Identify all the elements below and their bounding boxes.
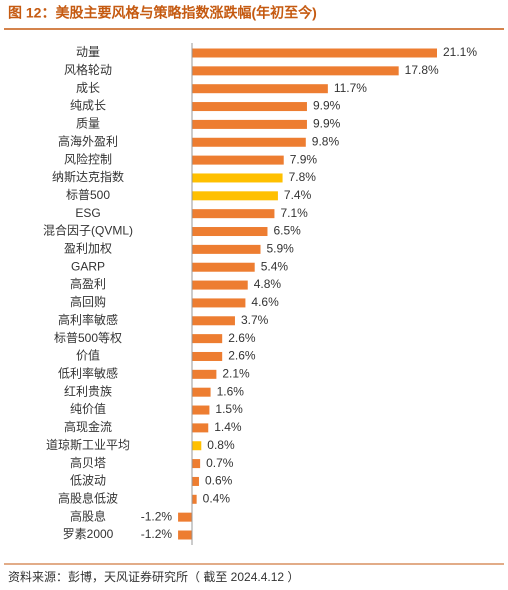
bar [192, 405, 210, 415]
bar [192, 298, 246, 308]
bar [192, 66, 399, 76]
bar [192, 244, 261, 254]
value-label: 17.8% [405, 63, 439, 77]
y-tick-label: GARP [71, 259, 105, 273]
source-note: 资料来源：彭博，天风证券研究所（ 截至 2024.4.12 ） [8, 569, 299, 584]
y-tick-label: 成长 [76, 81, 100, 95]
y-tick-label: 风格轮动 [64, 62, 112, 77]
y-tick-label: 纯价值 [70, 401, 106, 416]
y-tick-label: 纳斯达克指数 [52, 169, 124, 184]
value-label: 2.1% [222, 367, 250, 381]
value-label: 6.5% [273, 224, 301, 238]
y-tick-label: 高贝塔 [70, 455, 106, 470]
bar [192, 155, 284, 165]
value-label: 9.9% [313, 99, 341, 113]
value-label: 5.9% [267, 242, 295, 256]
value-label: -1.2% [141, 509, 173, 523]
bar [192, 119, 307, 129]
y-tick-label: 动量 [76, 45, 100, 59]
value-label: 9.9% [313, 117, 341, 131]
bar [192, 387, 211, 397]
y-tick-label: 高海外盈利 [58, 133, 118, 148]
bar [192, 262, 255, 272]
value-label: 1.5% [215, 402, 243, 416]
bar [192, 441, 202, 451]
value-label: 4.8% [254, 277, 282, 291]
y-tick-label: 低波动 [70, 474, 106, 488]
value-label: 2.6% [228, 349, 256, 363]
bar [192, 102, 307, 112]
y-tick-label: 红利贵族 [64, 383, 112, 398]
bar [192, 173, 283, 183]
y-tick-label: ESG [75, 206, 100, 220]
value-label: 4.6% [251, 295, 279, 309]
value-label: 7.9% [290, 152, 318, 166]
bar [192, 351, 223, 361]
bar [192, 369, 217, 379]
bar [192, 84, 328, 94]
y-tick-label: 罗素2000 [63, 527, 114, 541]
y-tick-label: 纯成长 [70, 99, 106, 113]
y-tick-label: 风险控制 [64, 151, 112, 166]
value-label: 9.8% [312, 134, 340, 148]
value-label: 3.7% [241, 313, 269, 327]
y-tick-label: 道琼斯工业平均 [46, 437, 130, 452]
value-label: 0.4% [203, 491, 231, 505]
value-label: 21.1% [443, 45, 477, 59]
value-label: 2.6% [228, 331, 256, 345]
y-tick-label: 质量 [76, 117, 100, 131]
value-label: -1.2% [141, 527, 173, 541]
y-tick-label: 价值 [76, 348, 100, 363]
bar [192, 48, 437, 58]
bar [178, 512, 192, 522]
y-tick-label: 高股息低波 [58, 490, 118, 505]
bar [178, 530, 192, 540]
y-tick-label: 低利率敏感 [58, 366, 118, 381]
bar [192, 494, 197, 504]
y-tick-label: 标普500 [66, 188, 110, 202]
y-tick-label: 高现金流 [64, 419, 112, 434]
bar [192, 459, 201, 469]
chart-title: 图 12：美股主要风格与策略指数涨跌幅(年初至今) [8, 5, 317, 21]
y-tick-label: 高利率敏感 [58, 312, 118, 327]
value-label: 0.8% [207, 438, 235, 452]
bar [192, 423, 209, 433]
y-tick-label: 高回购 [70, 294, 106, 309]
value-label: 7.1% [280, 206, 308, 220]
bar [192, 137, 306, 147]
value-label: 7.4% [284, 188, 312, 202]
value-label: 0.7% [206, 456, 234, 470]
value-label: 11.7% [334, 81, 367, 95]
bar [192, 334, 223, 344]
bar [192, 476, 199, 486]
bar [192, 209, 275, 219]
bar [192, 280, 248, 290]
y-tick-label: 高股息 [70, 508, 106, 523]
bar [192, 316, 235, 326]
y-tick-label: 混合因子(QVML) [43, 223, 133, 238]
value-label: 7.8% [289, 170, 317, 184]
value-label: 0.6% [205, 474, 233, 488]
bar [192, 191, 278, 201]
value-label: 5.4% [261, 259, 289, 273]
y-tick-label: 盈利加权 [64, 242, 112, 256]
value-label: 1.6% [217, 384, 245, 398]
bar [192, 227, 268, 237]
y-tick-label: 高盈利 [70, 276, 106, 291]
y-tick-label: 标普500等权 [54, 331, 122, 345]
value-label: 1.4% [214, 420, 242, 434]
